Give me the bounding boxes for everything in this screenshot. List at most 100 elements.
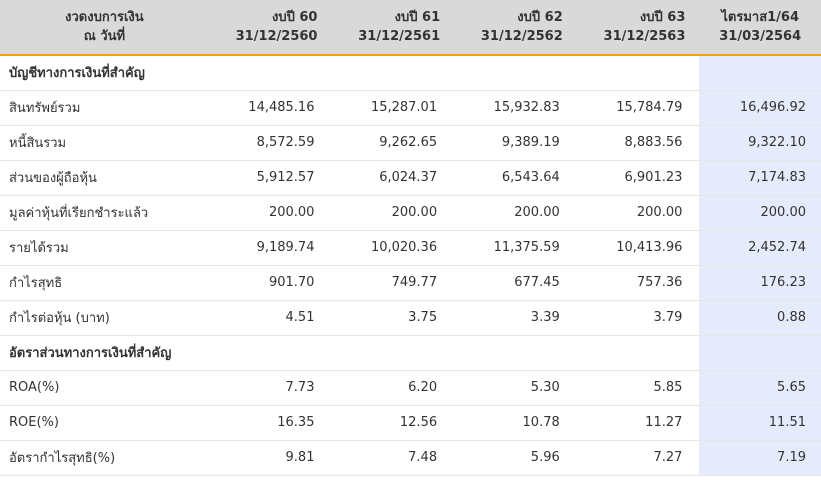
- section-header-row: บัญชีทางการเงินที่สำคัญ: [0, 55, 821, 91]
- row-label: ROA(%): [0, 370, 209, 406]
- value-cell: 200.00: [699, 195, 821, 231]
- value-cell: 176.23: [699, 265, 821, 301]
- value-cell: 901.70: [208, 265, 332, 301]
- as-of-date-label: ณ วันที่: [83, 29, 126, 44]
- value-cell: 15,932.83: [454, 90, 577, 126]
- row-label: ROE(%): [0, 405, 209, 441]
- section-empty-cell: [576, 55, 700, 91]
- table-row: กำไรต่อหุ้น (บาท) 4.51 3.75 3.39 3.79 0.88: [0, 300, 821, 336]
- value-cell: 10,413.96: [576, 230, 700, 266]
- value-cell: 0.88: [699, 300, 821, 336]
- value-cell: 757.36: [576, 265, 700, 301]
- period-date: 31/03/2564: [719, 29, 802, 44]
- value-cell: 200.00: [454, 195, 577, 231]
- value-cell: 9,389.19: [454, 125, 577, 161]
- value-cell: 5.85: [576, 370, 700, 406]
- section-empty-cell: [208, 335, 332, 371]
- value-cell: 7,174.83: [699, 160, 821, 196]
- financial-statement-table: งวดงบการเงิน ณ วันที่ งบปี 60 31/12/2560…: [0, 0, 821, 476]
- value-cell: 14,485.16: [208, 90, 332, 126]
- value-cell: 9,189.74: [208, 230, 332, 266]
- value-cell: 6.20: [331, 370, 455, 406]
- value-cell: 15,784.79: [576, 90, 700, 126]
- section-empty-cell: [331, 335, 455, 371]
- table-row: หนี้สินรวม 8,572.59 9,262.65 9,389.19 8,883.…: [0, 125, 821, 161]
- section-empty-cell: [208, 55, 332, 91]
- row-label: ส่วนของผู้ถือหุ้น: [0, 160, 209, 196]
- row-label: กำไรต่อหุ้น (บาท): [0, 300, 209, 336]
- section-empty-cell: [454, 55, 577, 91]
- value-cell: 2,452.74: [699, 230, 821, 266]
- value-cell: 200.00: [208, 195, 332, 231]
- section-title: อัตราส่วนทางการเงินที่สำคัญ: [0, 335, 209, 371]
- period-name: งบปี 61: [394, 10, 441, 25]
- value-cell: 8,572.59: [208, 125, 332, 161]
- value-cell: 16,496.92: [699, 90, 821, 126]
- section-empty-cell: [331, 55, 455, 91]
- value-cell: 9.81: [208, 440, 332, 476]
- value-cell: 8,883.56: [576, 125, 700, 161]
- table-row: กำไรสุทธิ 901.70 749.77 677.45 757.36 176.23: [0, 265, 821, 301]
- value-cell: 749.77: [331, 265, 455, 301]
- row-label: กำไรสุทธิ: [0, 265, 209, 301]
- value-cell: 7.19: [699, 440, 821, 476]
- value-cell: 7.27: [576, 440, 700, 476]
- value-cell: 7.73: [208, 370, 332, 406]
- value-cell: 12.56: [331, 405, 455, 441]
- section-empty-cell: [699, 55, 821, 91]
- value-cell: 6,543.64: [454, 160, 577, 196]
- period-label: งวดงบการเงิน: [65, 10, 144, 25]
- period-header-2561: งบปี 61 31/12/2561: [331, 0, 455, 56]
- value-cell: 5,912.57: [208, 160, 332, 196]
- value-cell: 6,901.23: [576, 160, 700, 196]
- row-label: หนี้สินรวม: [0, 125, 209, 161]
- period-name: ไตรมาส1/64: [721, 10, 800, 25]
- value-cell: 4.51: [208, 300, 332, 336]
- period-date: 31/12/2562: [480, 29, 563, 44]
- value-cell: 15,287.01: [331, 90, 455, 126]
- period-name: งบปี 63: [639, 10, 686, 25]
- value-cell: 5.30: [454, 370, 577, 406]
- table-row: ROA(%) 7.73 6.20 5.30 5.85 5.65: [0, 370, 821, 406]
- value-cell: 16.35: [208, 405, 332, 441]
- value-cell: 10,020.36: [331, 230, 455, 266]
- row-label: สินทรัพย์รวม: [0, 90, 209, 126]
- value-cell: 11.27: [576, 405, 700, 441]
- value-cell: 3.79: [576, 300, 700, 336]
- table-row: ROE(%) 16.35 12.56 10.78 11.27 11.51: [0, 405, 821, 441]
- value-cell: 3.39: [454, 300, 577, 336]
- value-cell: 9,262.65: [331, 125, 455, 161]
- section-empty-cell: [454, 335, 577, 371]
- value-cell: 200.00: [576, 195, 700, 231]
- table-row: อัตรากำไรสุทธิ(%) 9.81 7.48 5.96 7.27 7.19: [0, 440, 821, 476]
- section-header-row: อัตราส่วนทางการเงินที่สำคัญ: [0, 335, 821, 371]
- value-cell: 5.65: [699, 370, 821, 406]
- value-cell: 11,375.59: [454, 230, 577, 266]
- section-empty-cell: [699, 335, 821, 371]
- value-cell: 6,024.37: [331, 160, 455, 196]
- period-label-header: งวดงบการเงิน ณ วันที่: [0, 0, 209, 56]
- value-cell: 7.48: [331, 440, 455, 476]
- period-name: งบปี 62: [517, 10, 563, 25]
- period-header-2562: งบปี 62 31/12/2562: [454, 0, 577, 56]
- period-date: 31/12/2560: [235, 29, 318, 44]
- period-date: 31/12/2561: [358, 29, 441, 44]
- period-header-2563: งบปี 63 31/12/2563: [576, 0, 700, 56]
- row-label: มูลค่าหุ้นที่เรียกชำระแล้ว: [0, 195, 209, 231]
- row-label: อัตรากำไรสุทธิ(%): [0, 440, 209, 476]
- period-date: 31/12/2563: [603, 29, 686, 44]
- table-row: สินทรัพย์รวม 14,485.16 15,287.01 15,932.83 1…: [0, 90, 821, 126]
- value-cell: 10.78: [454, 405, 577, 441]
- value-cell: 677.45: [454, 265, 577, 301]
- row-label: รายได้รวม: [0, 230, 209, 266]
- period-name: งบปี 60: [272, 10, 318, 25]
- section-title: บัญชีทางการเงินที่สำคัญ: [0, 55, 209, 91]
- value-cell: 200.00: [331, 195, 455, 231]
- table-row: ส่วนของผู้ถือหุ้น 5,912.57 6,024.37 6,543.6…: [0, 160, 821, 196]
- table-row: รายได้รวม 9,189.74 10,020.36 11,375.59 10,41…: [0, 230, 821, 266]
- table-row: มูลค่าหุ้นที่เรียกชำระแล้ว 200.00 200.00 20…: [0, 195, 821, 231]
- value-cell: 9,322.10: [699, 125, 821, 161]
- table-header-row: งวดงบการเงิน ณ วันที่ งบปี 60 31/12/2560…: [0, 0, 821, 56]
- value-cell: 5.96: [454, 440, 577, 476]
- value-cell: 11.51: [699, 405, 821, 441]
